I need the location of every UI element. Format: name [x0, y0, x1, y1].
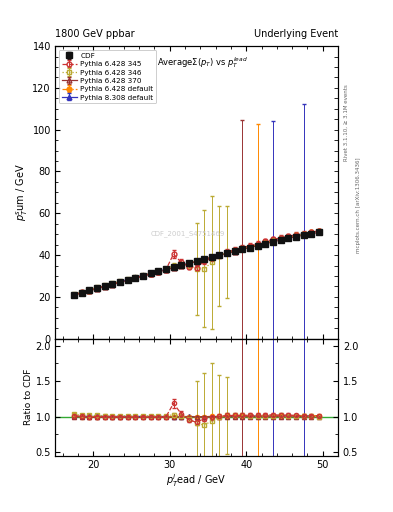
- Y-axis label: Ratio to CDF: Ratio to CDF: [24, 369, 33, 425]
- Y-axis label: $p_T^s$um / GeV: $p_T^s$um / GeV: [14, 163, 29, 221]
- Text: 1800 GeV ppbar: 1800 GeV ppbar: [55, 29, 135, 39]
- Text: Underlying Event: Underlying Event: [254, 29, 338, 39]
- Legend: CDF, Pythia 6.428 345, Pythia 6.428 346, Pythia 6.428 370, Pythia 6.428 default,: CDF, Pythia 6.428 345, Pythia 6.428 346,…: [59, 50, 156, 103]
- X-axis label: $p_T^l$ead / GeV: $p_T^l$ead / GeV: [166, 473, 227, 489]
- Text: Average$\Sigma(p_T)$ vs $p_T^{lead}$: Average$\Sigma(p_T)$ vs $p_T^{lead}$: [157, 55, 248, 70]
- Text: mcplots.cern.ch [arXiv:1306.3436]: mcplots.cern.ch [arXiv:1306.3436]: [356, 157, 361, 252]
- Text: CDF_2001_S4751469: CDF_2001_S4751469: [151, 230, 225, 237]
- Text: Rivet 3.1.10, ≥ 3.1M events: Rivet 3.1.10, ≥ 3.1M events: [344, 84, 349, 161]
